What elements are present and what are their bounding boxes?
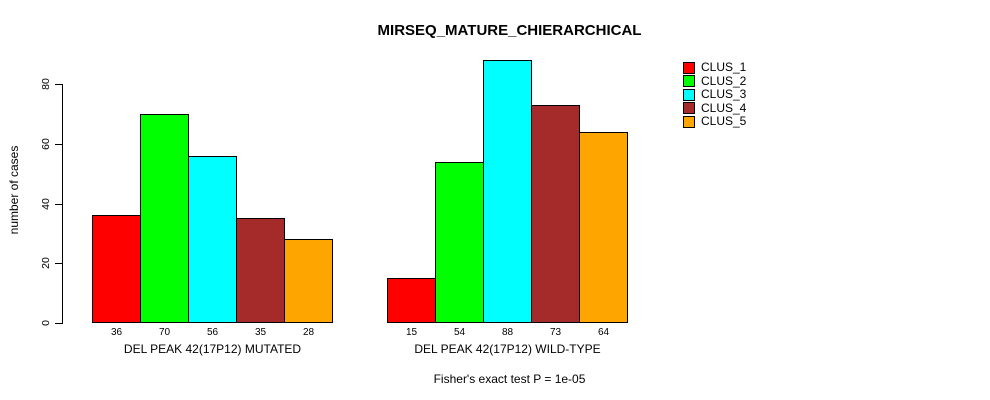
bar-value-label: 64 xyxy=(597,327,610,338)
bar-clus_5-mutated xyxy=(284,239,333,323)
y-axis-label: number of cases xyxy=(7,145,21,235)
y-tick xyxy=(55,203,63,205)
bar-clus_3-mutated xyxy=(188,156,237,323)
legend-label: CLUS_1 xyxy=(701,60,747,74)
legend-label: CLUS_5 xyxy=(701,114,747,128)
bar-value-label: 36 xyxy=(110,327,123,338)
group-label-wild-type: DEL PEAK 42(17P12) WILD-TYPE xyxy=(414,342,601,356)
y-tick-label: 40 xyxy=(40,197,52,210)
y-tick-label: 80 xyxy=(40,78,52,90)
y-tick-label: 20 xyxy=(40,257,52,270)
bar-clus_2-wild-type xyxy=(435,162,484,323)
bar-clus_4-wild-type xyxy=(531,105,580,323)
legend-entry-clus_4: CLUS_4 xyxy=(683,100,747,116)
y-tick xyxy=(55,323,63,324)
legend-swatch xyxy=(683,61,695,74)
bar-value-label: 70 xyxy=(158,327,171,338)
legend-swatch xyxy=(683,88,695,101)
legend-label: CLUS_2 xyxy=(701,73,747,88)
legend-label: CLUS_4 xyxy=(701,100,747,115)
group-label-mutated: DEL PEAK 42(17P12) MUTATED xyxy=(123,342,302,356)
legend-entry-clus_1: CLUS_1 xyxy=(683,60,747,75)
legend-entry-clus_5: CLUS_5 xyxy=(683,114,747,129)
legend-swatch xyxy=(683,75,695,88)
legend: CLUS_1 CLUS_2 CLUS_3 CLUS_4 CLUS_5 xyxy=(683,60,747,129)
chart-title: MIRSEQ_MATURE_CHIERARCHICAL xyxy=(377,22,642,39)
bar-clus_1-mutated xyxy=(92,215,141,323)
bar-value-label: 56 xyxy=(206,327,219,338)
legend-entry-clus_3: CLUS_3 xyxy=(683,87,747,102)
bar-clus_5-wild-type xyxy=(579,132,628,323)
bar-clus_4-mutated xyxy=(236,218,285,323)
y-tick xyxy=(55,84,63,85)
legend-swatch xyxy=(683,115,695,128)
legend-swatch xyxy=(683,102,695,115)
y-tick xyxy=(55,143,63,145)
y-tick-label: 60 xyxy=(40,137,52,150)
bar-value-label: 88 xyxy=(501,327,514,338)
legend-entry-clus_2: CLUS_2 xyxy=(683,73,747,89)
bar-value-label: 35 xyxy=(254,327,267,338)
bar-value-label: 28 xyxy=(302,327,315,338)
bar-value-label: 73 xyxy=(549,327,562,338)
y-tick xyxy=(55,263,63,265)
bar-clus_3-wild-type xyxy=(483,60,532,323)
caption: Fisher's exact test P = 1e-05 xyxy=(433,372,586,386)
y-tick-label: 0 xyxy=(40,320,52,326)
bar-value-label: 54 xyxy=(453,327,466,338)
legend-label: CLUS_3 xyxy=(701,87,747,101)
bar-clus_2-mutated xyxy=(140,114,189,323)
bar-value-label: 15 xyxy=(405,327,418,338)
bar-clus_1-wild-type xyxy=(387,278,436,323)
